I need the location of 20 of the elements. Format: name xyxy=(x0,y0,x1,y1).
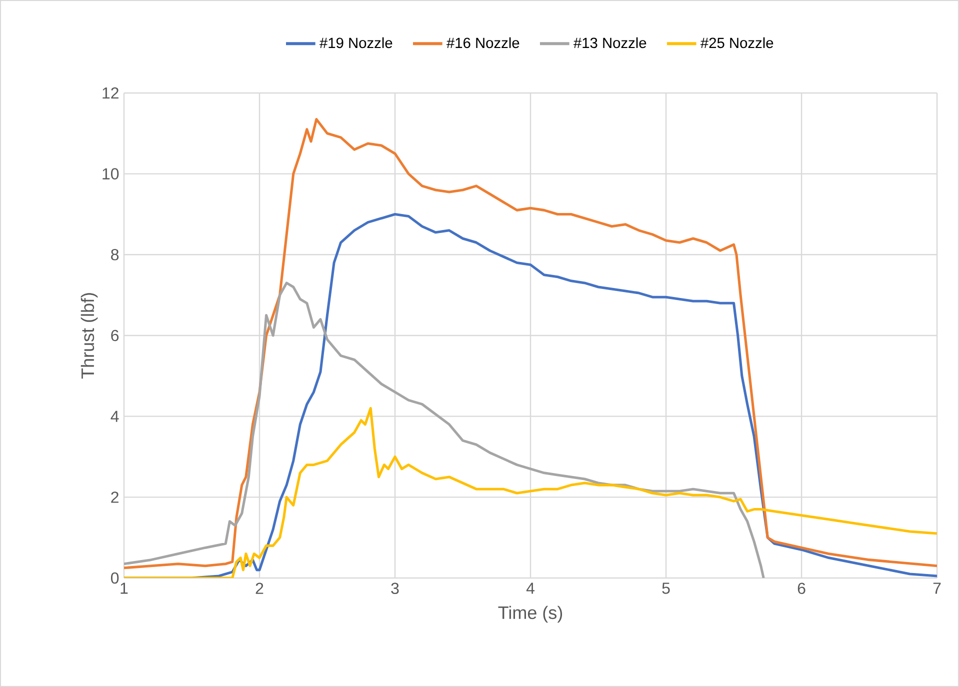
x-axis-title: Time (s) xyxy=(498,606,562,623)
x-tick-label: 3 xyxy=(391,582,399,594)
legend-label: #16 Nozzle xyxy=(446,37,520,48)
legend-label: #19 Nozzle xyxy=(320,37,392,48)
x-tick-label: 1 xyxy=(120,582,128,594)
x-tick-label: 5 xyxy=(662,582,670,594)
x-tick-label: 6 xyxy=(798,582,806,594)
y-tick-label: 0 xyxy=(111,572,119,584)
y-tick-label: 4 xyxy=(110,410,119,422)
x-tick-label: 2 xyxy=(256,582,264,594)
y-axis-title: Thrust (lbf) xyxy=(80,293,98,379)
y-tick-label: 6 xyxy=(111,330,119,342)
x-tick-label: 7 xyxy=(933,582,941,594)
y-tick-label: 10 xyxy=(102,168,119,180)
legend-label: #25 Nozzle xyxy=(700,37,774,48)
y-tick-label: 12 xyxy=(102,87,118,99)
legend-label: #13 Nozzle xyxy=(574,37,646,48)
y-tick-label: 2 xyxy=(111,492,118,503)
y-tick-label: 8 xyxy=(111,248,119,260)
x-tick-label: 4 xyxy=(526,582,534,594)
